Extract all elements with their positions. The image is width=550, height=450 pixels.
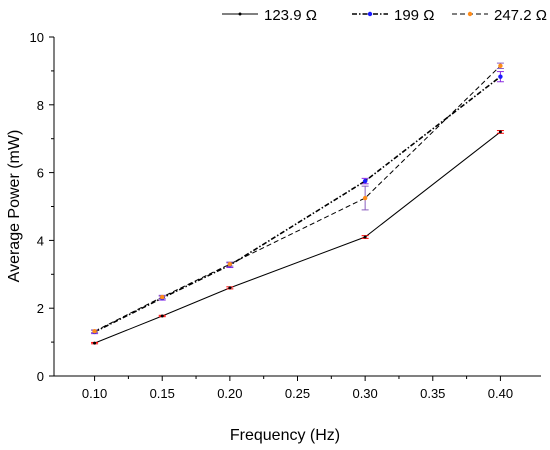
legend-marker bbox=[367, 11, 373, 17]
legend-label: 247.2 Ω bbox=[494, 7, 547, 24]
legend-marker bbox=[467, 11, 473, 17]
x-axis-title: Frequency (Hz) bbox=[230, 427, 340, 444]
x-tick-label: 0.10 bbox=[82, 386, 107, 401]
legend-label: 199 Ω bbox=[394, 7, 434, 24]
x-tick-label: 0.15 bbox=[150, 386, 175, 401]
series-1 bbox=[91, 130, 504, 345]
series-line bbox=[94, 65, 501, 332]
legend: 123.9 Ω 199 Ω 247.2 Ω bbox=[222, 7, 547, 24]
x-tick-label: 0.30 bbox=[352, 386, 377, 401]
series-line bbox=[94, 76, 501, 333]
x-tick-label: 0.40 bbox=[488, 386, 513, 401]
data-point bbox=[93, 341, 97, 345]
data-point bbox=[498, 130, 502, 134]
axes: 0.10 0.15 0.20 0.25 0.30 0.35 0.40 0 2 4 6 8 10 bbox=[30, 30, 541, 401]
legend-marker bbox=[238, 12, 242, 16]
series-3 bbox=[91, 62, 504, 334]
x-tick-label: 0.35 bbox=[420, 386, 445, 401]
data-point bbox=[160, 294, 165, 300]
data-point bbox=[92, 329, 97, 334]
data-point bbox=[363, 235, 367, 239]
y-axis-title: Average Power (mW) bbox=[6, 130, 23, 283]
legend-entry-2: 199 Ω bbox=[352, 7, 434, 24]
y-tick-label: 6 bbox=[37, 166, 44, 181]
legend-label: 123.9 Ω bbox=[264, 7, 317, 24]
series-line bbox=[94, 131, 501, 344]
data-point bbox=[498, 63, 503, 69]
data-point bbox=[362, 178, 368, 184]
y-tick-label: 8 bbox=[37, 98, 44, 113]
y-tick-label: 10 bbox=[30, 30, 44, 45]
series-2 bbox=[91, 71, 504, 335]
data-point bbox=[498, 74, 503, 79]
series-group bbox=[91, 62, 504, 345]
y-tick-label: 0 bbox=[37, 369, 44, 384]
legend-entry-1: 123.9 Ω bbox=[222, 7, 317, 24]
y-tick-label: 4 bbox=[37, 233, 44, 248]
x-tick-label: 0.25 bbox=[285, 386, 310, 401]
data-point bbox=[228, 286, 232, 290]
y-tick-label: 2 bbox=[37, 301, 44, 316]
data-point bbox=[160, 314, 164, 318]
data-point bbox=[362, 195, 368, 201]
legend-entry-3: 247.2 Ω bbox=[452, 7, 547, 24]
data-point bbox=[227, 261, 233, 267]
x-tick-label: 0.20 bbox=[217, 386, 242, 401]
